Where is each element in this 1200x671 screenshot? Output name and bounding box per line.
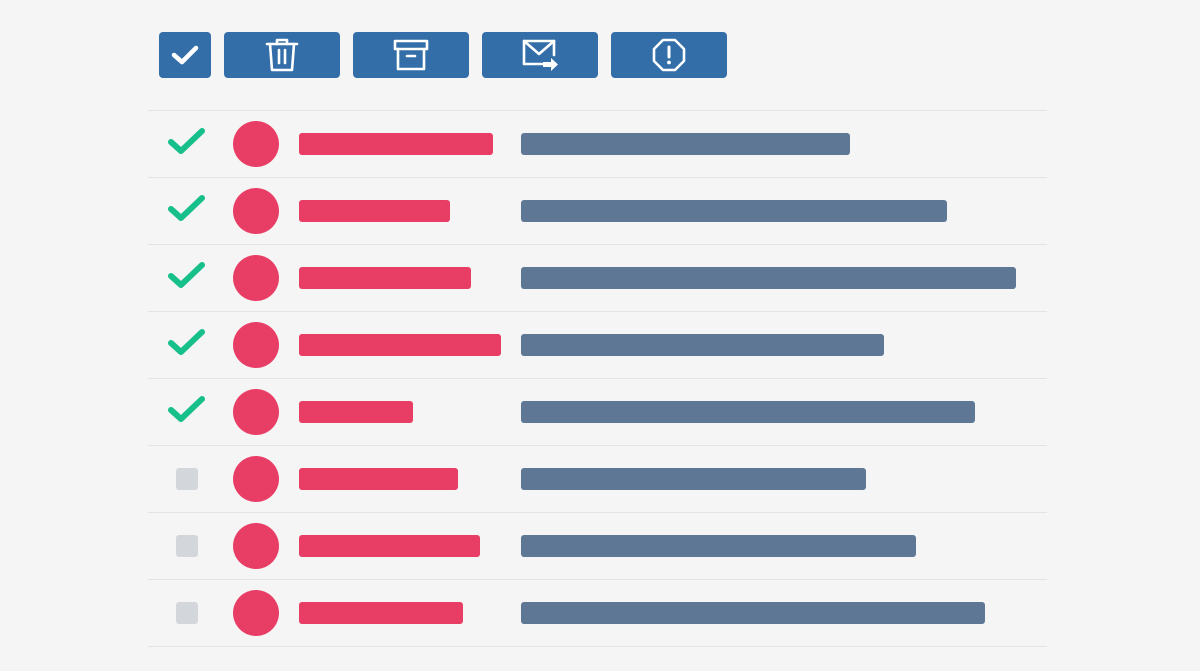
sender-placeholder xyxy=(299,334,501,356)
checkbox-box xyxy=(176,468,198,490)
check-icon xyxy=(171,44,199,66)
sender-placeholder xyxy=(299,602,463,624)
move-to-button[interactable] xyxy=(482,32,598,78)
row-checkbox[interactable] xyxy=(166,529,208,563)
check-icon xyxy=(167,327,207,364)
checkbox-box xyxy=(176,602,198,624)
sender-placeholder xyxy=(299,468,458,490)
avatar xyxy=(233,188,279,234)
message-row[interactable] xyxy=(148,512,1047,579)
message-row[interactable] xyxy=(148,110,1047,177)
sender-placeholder xyxy=(299,535,480,557)
archive-button[interactable] xyxy=(353,32,469,78)
message-row[interactable] xyxy=(148,311,1047,378)
message-row[interactable] xyxy=(148,579,1047,647)
avatar xyxy=(233,456,279,502)
row-checkbox-checked[interactable] xyxy=(166,328,208,362)
sender-placeholder xyxy=(299,200,450,222)
row-checkbox-checked[interactable] xyxy=(166,395,208,429)
mail-forward-icon xyxy=(521,38,559,72)
subject-placeholder xyxy=(521,602,985,624)
check-icon xyxy=(167,193,207,230)
subject-placeholder xyxy=(521,468,866,490)
archive-icon xyxy=(393,38,429,72)
subject-placeholder xyxy=(521,334,884,356)
subject-placeholder xyxy=(521,535,916,557)
row-checkbox[interactable] xyxy=(166,462,208,496)
select-all-button[interactable] xyxy=(159,32,211,78)
message-row[interactable] xyxy=(148,177,1047,244)
avatar xyxy=(233,255,279,301)
check-icon xyxy=(167,126,207,163)
subject-placeholder xyxy=(521,200,947,222)
row-checkbox-checked[interactable] xyxy=(166,127,208,161)
avatar xyxy=(233,523,279,569)
checkbox-box xyxy=(176,535,198,557)
subject-placeholder xyxy=(521,401,975,423)
report-spam-button[interactable] xyxy=(611,32,727,78)
avatar xyxy=(233,590,279,636)
message-row[interactable] xyxy=(148,244,1047,311)
alert-octagon-icon xyxy=(652,38,686,72)
sender-placeholder xyxy=(299,401,413,423)
row-checkbox-checked[interactable] xyxy=(166,261,208,295)
subject-placeholder xyxy=(521,267,1016,289)
avatar xyxy=(233,121,279,167)
check-icon xyxy=(167,394,207,431)
avatar xyxy=(233,389,279,435)
trash-icon xyxy=(265,37,299,73)
sender-placeholder xyxy=(299,267,471,289)
subject-placeholder xyxy=(521,133,850,155)
avatar xyxy=(233,322,279,368)
message-list xyxy=(148,110,1047,647)
row-checkbox[interactable] xyxy=(166,596,208,630)
sender-placeholder xyxy=(299,133,493,155)
row-checkbox-checked[interactable] xyxy=(166,194,208,228)
message-row[interactable] xyxy=(148,445,1047,512)
delete-button[interactable] xyxy=(224,32,340,78)
check-icon xyxy=(167,260,207,297)
message-row[interactable] xyxy=(148,378,1047,445)
